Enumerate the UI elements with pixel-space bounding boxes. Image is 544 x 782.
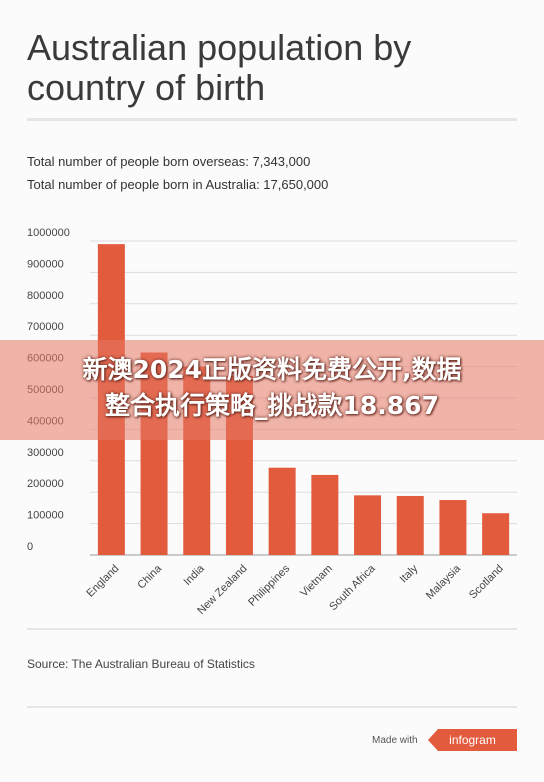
bar-south-africa[interactable] <box>354 495 382 555</box>
x-tick-label: India <box>182 562 208 588</box>
watermark-banner <box>0 340 544 440</box>
made-with-label: Made with <box>372 735 418 746</box>
bar-philippines[interactable] <box>268 467 296 555</box>
bar-malaysia[interactable] <box>439 500 467 555</box>
x-tick-label: China <box>135 562 164 591</box>
footer-divider <box>27 706 517 708</box>
bar-scotland[interactable] <box>482 513 510 555</box>
title-divider <box>27 118 517 121</box>
y-tick-label: 100000 <box>27 510 64 522</box>
y-tick-label: 300000 <box>27 447 64 459</box>
bar-vietnam[interactable] <box>311 474 339 555</box>
source-note: Source: The Australian Bureau of Statist… <box>27 657 255 671</box>
watermark-line-2: 整合执行策略_挑战款18.867 <box>105 391 439 420</box>
watermark-text: 新澳2024正版资料免费公开,数据 整合执行策略_挑战款18.867 <box>0 352 544 424</box>
x-tick-label: Malaysia <box>424 562 464 602</box>
x-tick-label: Vietnam <box>298 563 335 600</box>
y-tick-label: 200000 <box>27 478 64 490</box>
bar-italy[interactable] <box>396 495 424 555</box>
watermark-line-1: 新澳2024正版资料免费公开,数据 <box>82 355 462 384</box>
x-tick-label: England <box>84 563 121 600</box>
chart-title: Australian population by country of birt… <box>27 27 412 108</box>
y-tick-label: 700000 <box>27 321 64 333</box>
y-tick-label: 800000 <box>27 290 64 302</box>
y-tick-label: 900000 <box>27 258 64 270</box>
x-tick-label: Scotland <box>467 563 506 602</box>
y-tick-label: 0 <box>27 541 33 553</box>
x-tick-label: Philippines <box>246 562 292 608</box>
australia-total: Total number of people born in Australia… <box>27 177 329 192</box>
infogram-logo[interactable]: infogram <box>428 729 517 751</box>
overseas-total: Total number of people born overseas: 7,… <box>27 154 311 169</box>
chart-divider <box>27 628 517 630</box>
x-tick-label: South Africa <box>327 562 378 613</box>
x-tick-label: Italy <box>398 562 421 585</box>
y-tick-label: 1000000 <box>27 227 70 239</box>
